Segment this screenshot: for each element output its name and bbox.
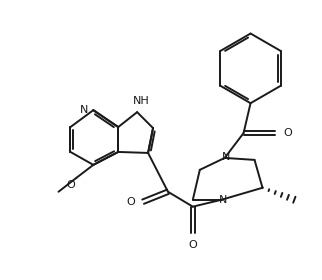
Text: N: N [222,152,230,162]
Text: O: O [126,197,135,207]
Text: NH: NH [133,96,149,106]
Text: O: O [188,241,197,251]
Text: O: O [283,128,292,138]
Text: O: O [67,180,75,190]
Text: N: N [80,105,88,115]
Text: N: N [219,195,227,205]
